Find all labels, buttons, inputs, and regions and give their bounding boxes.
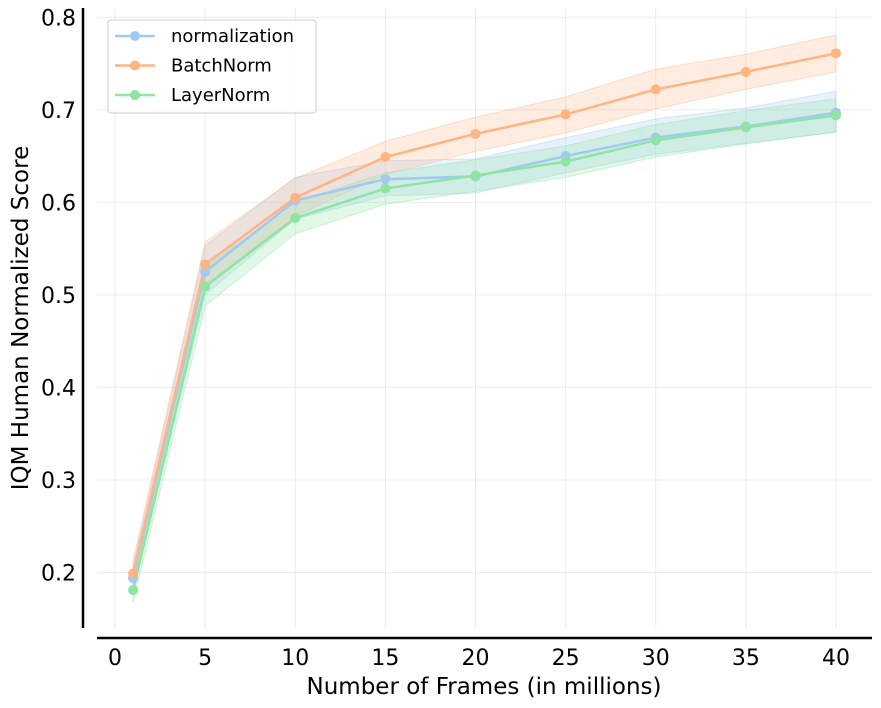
x-axis-title: Number of Frames (in millions) bbox=[307, 674, 662, 700]
x-tick-label: 35 bbox=[732, 646, 760, 671]
data-point-layernorm bbox=[560, 156, 571, 167]
x-tick-label: 15 bbox=[371, 646, 399, 671]
x-tick-label: 40 bbox=[822, 646, 850, 671]
data-point-layernorm bbox=[740, 122, 751, 133]
data-point-layernorm bbox=[380, 183, 391, 194]
x-tick-label: 20 bbox=[461, 646, 489, 671]
data-point-batchnorm bbox=[470, 128, 481, 139]
y-tick-label: 0.6 bbox=[41, 191, 76, 216]
legend-marker-layernorm bbox=[130, 90, 140, 100]
y-tick-labels: 0.2 0.3 0.4 0.5 0.6 0.7 0.8 bbox=[41, 6, 76, 586]
y-tick-label: 0.4 bbox=[41, 376, 76, 401]
data-point-batchnorm bbox=[128, 568, 139, 579]
legend-label-layernorm: LayerNorm bbox=[171, 85, 270, 106]
y-axis-title: IQM Human Normalized Score bbox=[8, 146, 34, 490]
x-tick-label: 5 bbox=[198, 646, 212, 671]
data-point-batchnorm bbox=[740, 66, 751, 77]
legend-marker-batchnorm bbox=[130, 60, 140, 71]
legend-label-normalization: normalization bbox=[171, 26, 294, 47]
data-point-batchnorm bbox=[650, 84, 661, 95]
confidence-band-layernorm bbox=[132, 98, 837, 603]
legend: normalization BatchNorm LayerNorm bbox=[107, 19, 317, 114]
data-point-batchnorm bbox=[560, 109, 571, 120]
axes bbox=[81, 8, 872, 640]
legend-marker-normalization bbox=[130, 31, 140, 41]
y-tick-label: 0.2 bbox=[41, 561, 76, 586]
x-tick-label: 30 bbox=[642, 646, 670, 671]
series-points bbox=[128, 48, 841, 596]
x-tick-label: 10 bbox=[281, 646, 309, 671]
legend-item-normalization: normalization bbox=[115, 26, 294, 47]
data-point-layernorm bbox=[128, 585, 139, 596]
confidence-bands bbox=[132, 34, 837, 603]
y-tick-label: 0.7 bbox=[41, 99, 76, 124]
data-point-layernorm bbox=[470, 170, 481, 181]
data-point-normalization bbox=[200, 266, 211, 277]
x-tick-label: 25 bbox=[552, 646, 580, 671]
legend-frame bbox=[107, 19, 317, 114]
x-tick-label: 0 bbox=[108, 646, 122, 671]
y-tick-label: 0.5 bbox=[41, 284, 76, 309]
data-point-normalization bbox=[380, 174, 391, 185]
data-point-layernorm bbox=[650, 135, 661, 146]
data-point-layernorm bbox=[830, 110, 841, 121]
y-tick-label: 0.3 bbox=[41, 469, 76, 494]
data-point-layernorm bbox=[290, 213, 301, 224]
legend-item-batchnorm: BatchNorm bbox=[115, 56, 272, 77]
data-point-layernorm bbox=[200, 281, 211, 292]
data-point-batchnorm bbox=[290, 192, 301, 203]
data-point-batchnorm bbox=[200, 259, 211, 270]
y-tick-label: 0.8 bbox=[41, 6, 76, 31]
legend-label-batchnorm: BatchNorm bbox=[171, 56, 272, 77]
x-tick-labels: 0 5 10 15 20 25 30 35 40 bbox=[108, 646, 850, 671]
data-point-batchnorm bbox=[380, 151, 391, 162]
data-point-batchnorm bbox=[830, 48, 841, 59]
legend-item-layernorm: LayerNorm bbox=[115, 85, 270, 106]
